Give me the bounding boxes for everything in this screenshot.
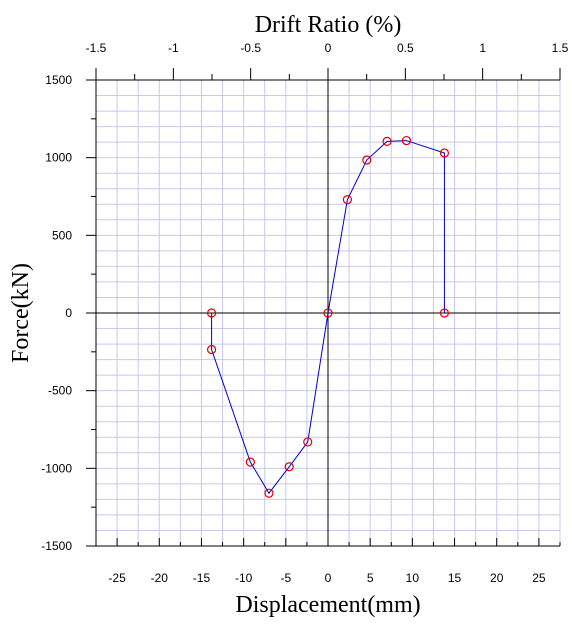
x-tick-label: 25: [532, 571, 546, 585]
data-point: [264, 488, 274, 498]
top-tick-label: -1.5: [86, 41, 107, 55]
x-tick-label: 5: [367, 571, 374, 585]
top-tick-label: -0.5: [240, 41, 261, 55]
data-point: [303, 437, 313, 447]
y-tick-label: 1500: [45, 73, 72, 87]
top-tick-label: 1.5: [552, 41, 569, 55]
y-tick-label: -500: [48, 384, 72, 398]
data-point: [342, 195, 353, 205]
x-tick-label: 20: [490, 571, 504, 585]
data-point: [284, 462, 294, 472]
y-tick-label: -1500: [41, 539, 72, 553]
top-tick-label: 0.5: [397, 41, 414, 55]
x-tick-label: -20: [151, 571, 169, 585]
y-axis-label: Force(kN): [8, 263, 34, 363]
x-tick-label: -25: [108, 571, 126, 585]
x-tick-label: 15: [448, 571, 462, 585]
data-point: [245, 457, 255, 467]
series: [206, 135, 450, 498]
ticks: -25 -20 -15 -10 -5 0 5 10 15 20 25-1500-1000-50005…: [41, 41, 568, 585]
data-point: [206, 344, 217, 355]
chart-title: Drift Ratio (%): [255, 12, 402, 38]
data-point: [439, 148, 450, 158]
top-tick-label: 1: [479, 41, 486, 55]
x-tick-label: -10: [235, 571, 253, 585]
y-tick-label: -1000: [41, 461, 72, 475]
x-tick-label: 0: [325, 571, 332, 585]
series-line: [211, 140, 445, 495]
top-tick-label: -1: [168, 41, 179, 55]
top-tick-label: 0: [325, 41, 332, 55]
x-tick-label: 10: [406, 571, 420, 585]
y-tick-label: 500: [52, 228, 72, 242]
x-axis-label: Displacement(mm): [235, 592, 420, 618]
x-tick-label: -5: [280, 571, 291, 585]
x-tick-label: -15: [193, 571, 211, 585]
data-point: [382, 136, 392, 146]
data-point: [323, 308, 333, 318]
data-point: [439, 308, 450, 318]
y-tick-label: 0: [65, 306, 72, 320]
data-point: [401, 135, 412, 146]
data-point: [362, 155, 372, 165]
y-tick-label: 1000: [45, 151, 72, 165]
data-point: [206, 308, 217, 318]
